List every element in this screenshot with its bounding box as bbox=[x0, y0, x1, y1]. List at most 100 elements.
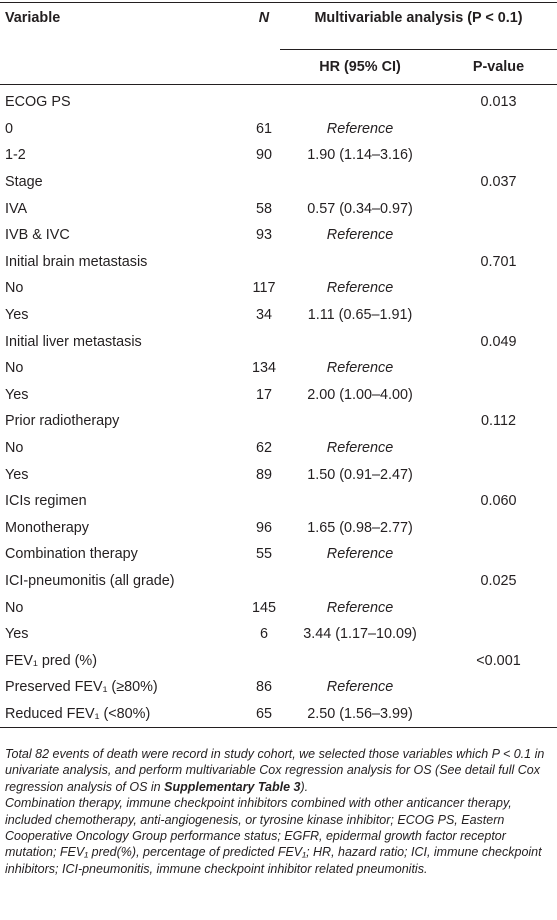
header-variable: Variable bbox=[5, 10, 61, 26]
table-row: Yes 17 2.00 (1.00–4.00) bbox=[0, 382, 557, 409]
table-row: Reduced FEV₁ (<80%) 65 2.50 (1.56–3.99) bbox=[0, 701, 557, 728]
cell-hr bbox=[280, 488, 440, 515]
footnote-2: Combination therapy, immune checkpoint i… bbox=[5, 796, 542, 876]
cell-n bbox=[190, 408, 280, 435]
table-row: IVB & IVC 93 Reference bbox=[0, 222, 557, 249]
cell-pvalue: <0.001 bbox=[476, 652, 521, 669]
table-row: Combination therapy 55 Reference bbox=[0, 541, 557, 568]
cell-hr: Reference bbox=[326, 120, 394, 137]
cell-variable: Preserved FEV₁ (≥80%) bbox=[5, 679, 158, 696]
table-body: ECOG PS 0.013 0 61 Reference 1-2 90 1.90 (1.14–… bbox=[0, 85, 557, 728]
cell-variable: No bbox=[5, 360, 24, 377]
table-row: No 62 Reference bbox=[0, 435, 557, 462]
header-multivariable: Multivariable analysis (P < 0.1) bbox=[314, 10, 523, 26]
cell-n: 17 bbox=[255, 386, 272, 403]
cell-n: 6 bbox=[259, 626, 268, 643]
cell-hr: 1.50 (0.91–2.47) bbox=[307, 466, 413, 483]
cell-variable: Stage bbox=[5, 174, 43, 191]
cell-pvalue bbox=[440, 116, 557, 143]
cell-hr: Reference bbox=[326, 679, 394, 696]
cell-variable: Monotherapy bbox=[5, 519, 89, 536]
cell-variable: ICIs regimen bbox=[5, 493, 87, 510]
cell-pvalue bbox=[440, 461, 557, 488]
cell-pvalue: 0.013 bbox=[480, 94, 517, 111]
cell-variable: No bbox=[5, 599, 24, 616]
cell-hr bbox=[280, 647, 440, 674]
cell-pvalue bbox=[440, 275, 557, 302]
cell-hr bbox=[280, 85, 440, 116]
table-row: Yes 89 1.50 (0.91–2.47) bbox=[0, 461, 557, 488]
cell-variable: ICI-pneumonitis (all grade) bbox=[5, 572, 175, 589]
multivariable-cox-table: Variable N Multivariable analysis (P < 0… bbox=[0, 2, 557, 728]
header-pvalue: P-value bbox=[440, 49, 557, 85]
cell-pvalue: 0.701 bbox=[480, 253, 517, 270]
table-row: No 134 Reference bbox=[0, 355, 557, 382]
cell-n bbox=[190, 169, 280, 196]
cell-hr: Reference bbox=[326, 440, 394, 457]
table-row: IVA 58 0.57 (0.34–0.97) bbox=[0, 195, 557, 222]
cell-pvalue bbox=[440, 302, 557, 329]
cell-n bbox=[190, 85, 280, 116]
cell-pvalue bbox=[440, 222, 557, 249]
table-row: 1-2 90 1.90 (1.14–3.16) bbox=[0, 142, 557, 169]
cell-n bbox=[190, 568, 280, 595]
cell-pvalue: 0.060 bbox=[480, 493, 517, 510]
cell-hr: Reference bbox=[326, 280, 394, 297]
cell-n: 61 bbox=[255, 120, 272, 137]
cell-pvalue bbox=[440, 674, 557, 701]
cell-n bbox=[190, 328, 280, 355]
cell-variable: No bbox=[5, 440, 24, 457]
cell-pvalue bbox=[440, 382, 557, 409]
cell-hr: Reference bbox=[326, 227, 394, 244]
cell-hr: 0.57 (0.34–0.97) bbox=[307, 200, 413, 217]
cell-variable: Yes bbox=[5, 386, 29, 403]
cell-n: 145 bbox=[251, 599, 276, 616]
cell-n: 93 bbox=[255, 227, 272, 244]
header-n: N bbox=[258, 10, 270, 26]
cell-hr bbox=[280, 408, 440, 435]
cell-hr: 1.65 (0.98–2.77) bbox=[307, 519, 413, 536]
cell-variable: 0 bbox=[5, 120, 14, 137]
footnote-1: Total 82 events of death were record in … bbox=[5, 747, 545, 794]
cell-variable: 1-2 bbox=[5, 147, 26, 164]
cell-pvalue bbox=[440, 594, 557, 621]
cell-variable: IVB & IVC bbox=[5, 227, 70, 244]
cell-hr bbox=[280, 328, 440, 355]
cell-variable: No bbox=[5, 280, 24, 297]
cell-variable: Yes bbox=[5, 466, 29, 483]
cell-hr: Reference bbox=[326, 599, 394, 616]
cell-hr: Reference bbox=[326, 360, 394, 377]
table-row: Stage 0.037 bbox=[0, 169, 557, 196]
cell-n: 62 bbox=[255, 440, 272, 457]
cell-n: 96 bbox=[255, 519, 272, 536]
table-row: Monotherapy 96 1.65 (0.98–2.77) bbox=[0, 515, 557, 542]
cell-n: 86 bbox=[255, 679, 272, 696]
table-row: No 145 Reference bbox=[0, 594, 557, 621]
cell-pvalue bbox=[440, 355, 557, 382]
cell-hr bbox=[280, 568, 440, 595]
cell-n: 90 bbox=[255, 147, 272, 164]
cell-hr bbox=[280, 249, 440, 276]
cell-variable: Initial brain metastasis bbox=[5, 253, 148, 270]
cell-pvalue bbox=[440, 435, 557, 462]
cell-hr bbox=[280, 169, 440, 196]
table-row: ICI-pneumonitis (all grade) 0.025 bbox=[0, 568, 557, 595]
cell-n: 58 bbox=[255, 200, 272, 217]
cell-pvalue bbox=[440, 701, 557, 728]
cell-variable: ECOG PS bbox=[5, 94, 71, 111]
table-row: 0 61 Reference bbox=[0, 116, 557, 143]
table-row: Preserved FEV₁ (≥80%) 86 Reference bbox=[0, 674, 557, 701]
cell-hr: 2.50 (1.56–3.99) bbox=[307, 705, 413, 722]
cell-variable: Yes bbox=[5, 307, 29, 324]
cell-variable: IVA bbox=[5, 200, 28, 217]
cell-hr: 3.44 (1.17–10.09) bbox=[303, 626, 417, 643]
cell-variable: Prior radiotherapy bbox=[5, 413, 120, 430]
cell-n: 134 bbox=[251, 360, 276, 377]
cell-hr: 1.90 (1.14–3.16) bbox=[307, 147, 413, 164]
table-row: No 117 Reference bbox=[0, 275, 557, 302]
cell-n: 65 bbox=[255, 705, 272, 722]
cell-n: 55 bbox=[255, 546, 272, 563]
table-row: Initial brain metastasis 0.701 bbox=[0, 249, 557, 276]
table-row: Prior radiotherapy 0.112 bbox=[0, 408, 557, 435]
